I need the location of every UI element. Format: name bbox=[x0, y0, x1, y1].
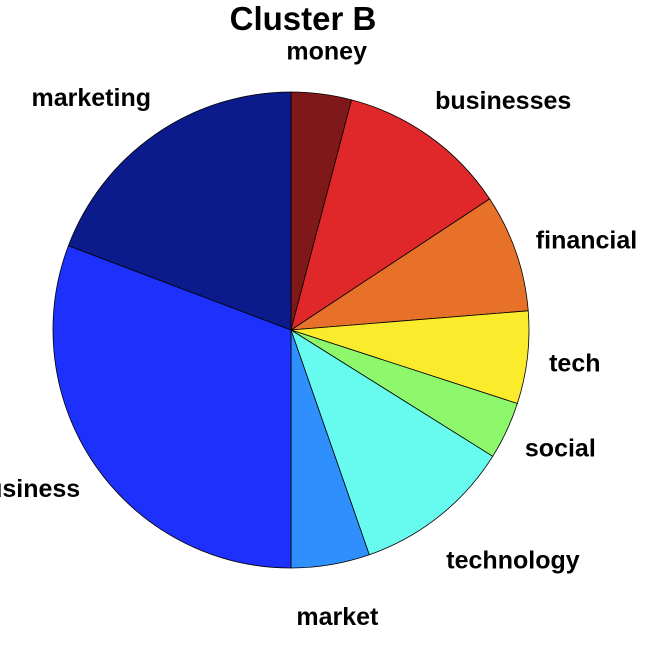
pie-labels: money businesses financial tech social techno… bbox=[0, 37, 637, 631]
chart-title: Cluster B bbox=[230, 0, 377, 37]
slice-business bbox=[52, 245, 292, 569]
slice-technology bbox=[290, 329, 494, 556]
label-social: social bbox=[525, 435, 596, 463]
label-businesses: businesses bbox=[435, 87, 571, 115]
label-money: money bbox=[286, 37, 367, 65]
label-financial: financial bbox=[536, 226, 637, 254]
label-technology: technology bbox=[446, 546, 579, 574]
label-tech: tech bbox=[549, 349, 600, 377]
slice-financial bbox=[290, 198, 529, 331]
label-marketing: marketing bbox=[32, 84, 151, 112]
label-market: market bbox=[296, 603, 379, 631]
slice-marketing bbox=[67, 91, 292, 331]
pie-slices bbox=[52, 91, 530, 569]
label-business: business bbox=[0, 475, 80, 503]
slice-businesses bbox=[290, 99, 491, 331]
